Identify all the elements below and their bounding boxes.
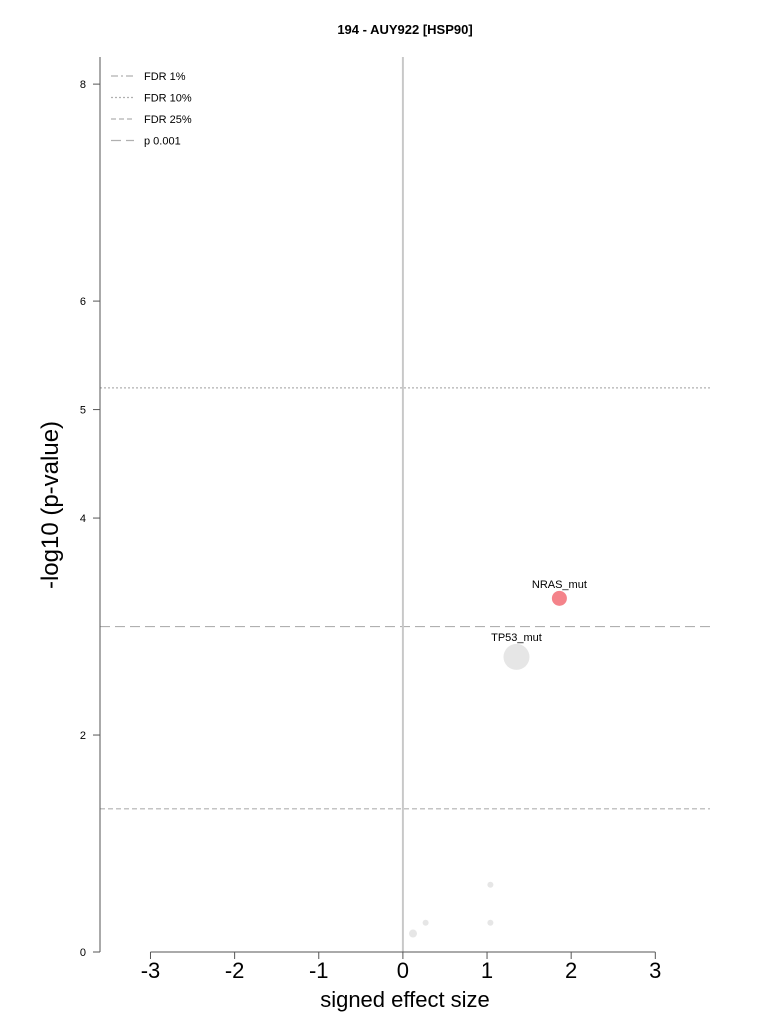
data-point-label: TP53_mut: [491, 632, 542, 644]
x-tick-label: 1: [481, 958, 493, 983]
data-point: [422, 919, 429, 926]
data-point: [487, 881, 494, 888]
data-point: [551, 590, 567, 606]
legend-entry-label: FDR 25%: [144, 114, 192, 126]
chart-title: 194 - AUY922 [HSP90]: [337, 22, 472, 37]
y-tick-label: 2: [80, 730, 86, 742]
data-point-label: NRAS_mut: [532, 579, 587, 591]
y-axis-label: -log10 (p-value): [37, 421, 64, 589]
y-tick-label: 5: [80, 405, 86, 417]
y-tick-label: 8: [80, 79, 86, 91]
y-tick-label: 4: [80, 513, 86, 525]
x-tick-label: 3: [649, 958, 661, 983]
legend-entry-label: p 0.001: [144, 136, 181, 148]
legend-entry-label: FDR 10%: [144, 93, 192, 105]
threshold-lines: [100, 387, 710, 810]
y-axis: 0 2 4 5 6 8: [80, 57, 101, 959]
x-tick-label: 0: [397, 958, 409, 983]
x-tick-label: -1: [309, 958, 329, 983]
x-tick-label: 2: [565, 958, 577, 983]
data-point: [487, 919, 494, 926]
data-point: [503, 643, 530, 670]
y-tick-label: 6: [80, 296, 86, 308]
y-tick-label: 0: [80, 947, 86, 959]
legend: FDR 1% FDR 10% FDR 25% p 0.001: [111, 71, 192, 148]
x-tick-label: -2: [225, 958, 245, 983]
data-point: [408, 929, 417, 938]
data-points: NRAS_mut TP53_mut: [408, 579, 587, 938]
x-axis-label: signed effect size: [320, 987, 490, 1012]
legend-entry-label: FDR 1%: [144, 71, 186, 83]
x-axis: -3 -2 -1 0 1 2 3: [141, 951, 661, 983]
x-tick-label: -3: [141, 958, 161, 983]
